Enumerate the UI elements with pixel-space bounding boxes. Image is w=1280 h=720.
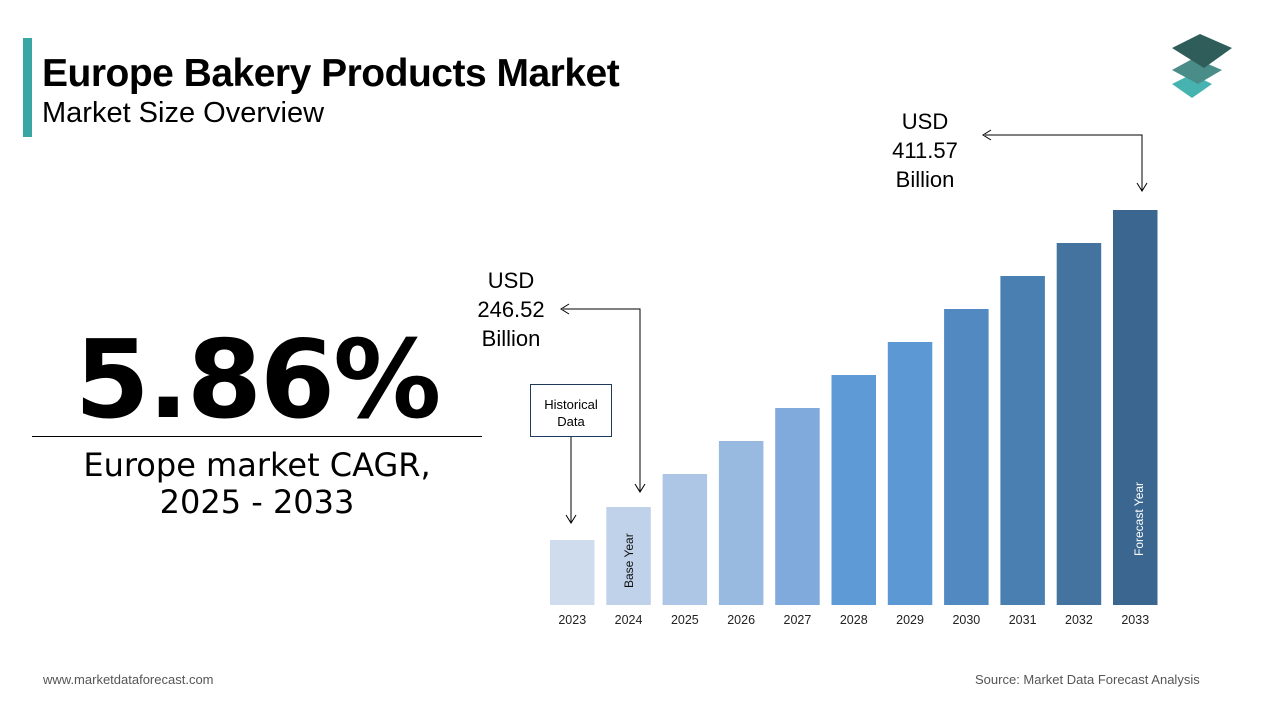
end-value-arrow [985, 134, 1143, 190]
cagr-label: Europe market CAGR, 2025 - 2033 [32, 447, 482, 521]
bar-2031 [1000, 276, 1045, 605]
end-value: 411.57 [892, 138, 958, 163]
x-tick-label: 2032 [1065, 613, 1093, 627]
x-tick-label: 2026 [727, 613, 755, 627]
bar-2023 [550, 540, 595, 605]
bar-2026 [718, 441, 764, 605]
x-tick-label: 2023 [558, 613, 586, 627]
company-logo-icon [1172, 34, 1232, 98]
bar-2030 [944, 309, 989, 605]
x-tick-label: 2025 [671, 613, 699, 627]
x-tick-label: 2028 [840, 613, 868, 627]
start-unit: Billion [481, 326, 541, 351]
divider [32, 436, 482, 437]
x-tick-label: 2031 [1009, 613, 1037, 627]
historical-line1: Historical [544, 397, 598, 412]
page-title: Europe Bakery Products Market [42, 52, 620, 95]
x-tick-label: 2033 [1121, 613, 1149, 627]
title-accent-bar [23, 38, 32, 137]
historical-line2: Data [557, 414, 585, 429]
website-link[interactable]: www.marketdataforecast.com [43, 672, 214, 687]
bar-2025 [662, 474, 708, 605]
start-value-callout: USD 246.52 Billion [462, 266, 560, 353]
arrowhead-down-icon [634, 483, 646, 493]
base-year-label: Base Year [622, 533, 636, 588]
x-tick-label: 2029 [896, 613, 924, 627]
bar-2029 [887, 342, 933, 605]
start-value-arrow [563, 308, 641, 491]
end-currency: USD [901, 109, 949, 134]
cagr-label-period: 2025 - 2033 [159, 483, 355, 521]
x-tick-label: 2027 [784, 613, 812, 627]
cagr-value: 5.86% [74, 318, 442, 443]
bar-2033 [1113, 210, 1158, 605]
start-value: 246.52 [477, 297, 545, 322]
x-tick-label: 2024 [615, 613, 643, 627]
forecast-year-label: Forecast Year [1132, 482, 1146, 556]
arrowhead-down-icon [1136, 182, 1148, 192]
x-tick-label: 2030 [952, 613, 980, 627]
bar-2032 [1056, 243, 1102, 605]
arrowhead-left-icon [560, 303, 570, 315]
start-currency: USD [487, 268, 535, 293]
historical-data-box: Historical Data [530, 384, 612, 437]
end-unit: Billion [895, 167, 955, 192]
end-value-callout: USD 411.57 Billion [876, 107, 974, 194]
arrowhead-down-icon [565, 514, 577, 524]
bar-2024 [606, 507, 651, 605]
cagr-label-line1: Europe market CAGR, [83, 446, 431, 484]
page-subtitle: Market Size Overview [42, 97, 325, 129]
source-note: Source: Market Data Forecast Analysis [975, 672, 1200, 687]
bar-2028 [831, 375, 876, 605]
arrowhead-left-icon [982, 129, 992, 141]
bar-2027 [775, 408, 820, 605]
